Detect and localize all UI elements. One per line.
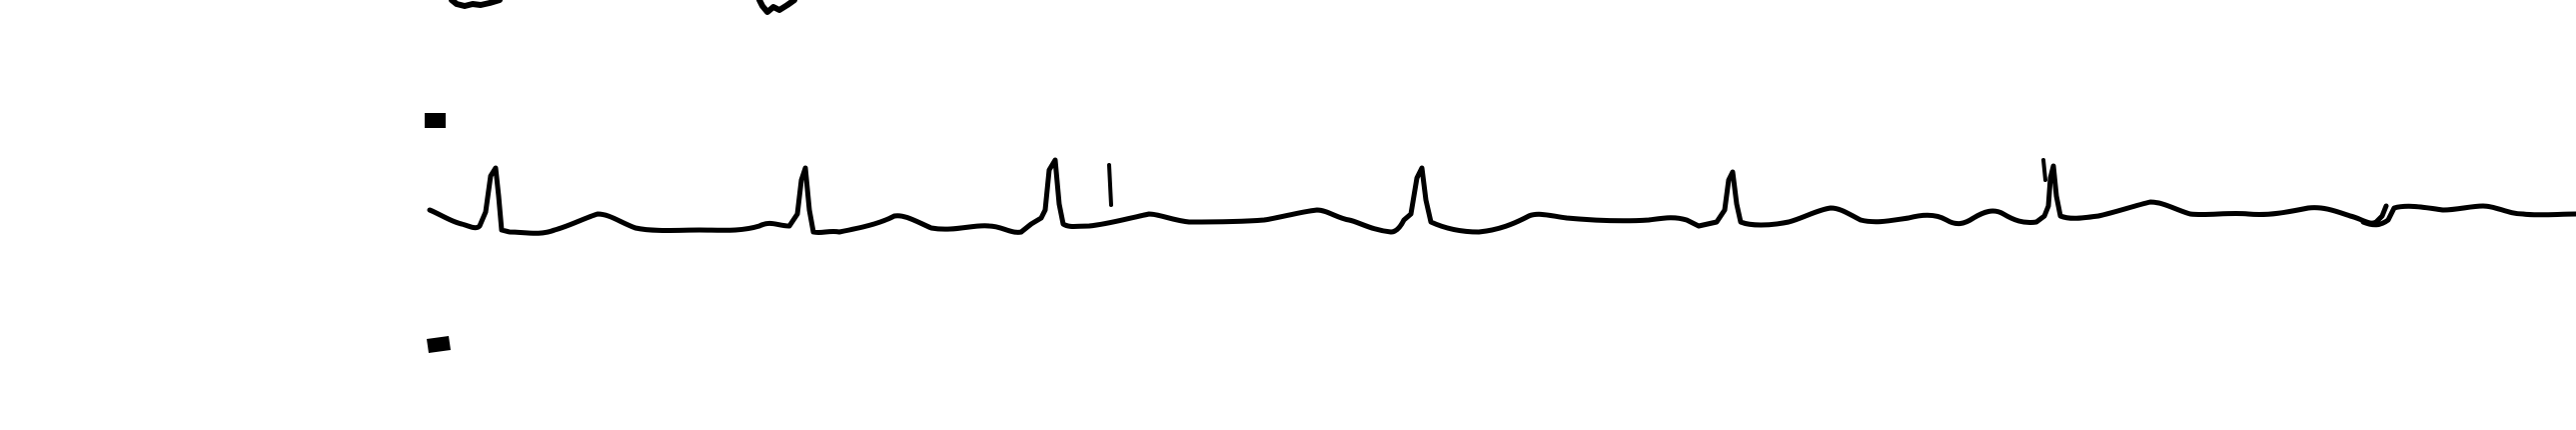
top-trace-fragment [449,0,797,15]
ecg-trace [427,157,2389,236]
trace-artifact [1107,158,2047,207]
calibration-marker [427,336,451,353]
ecg-trace [2360,203,2576,228]
calibration-marker [425,113,446,128]
